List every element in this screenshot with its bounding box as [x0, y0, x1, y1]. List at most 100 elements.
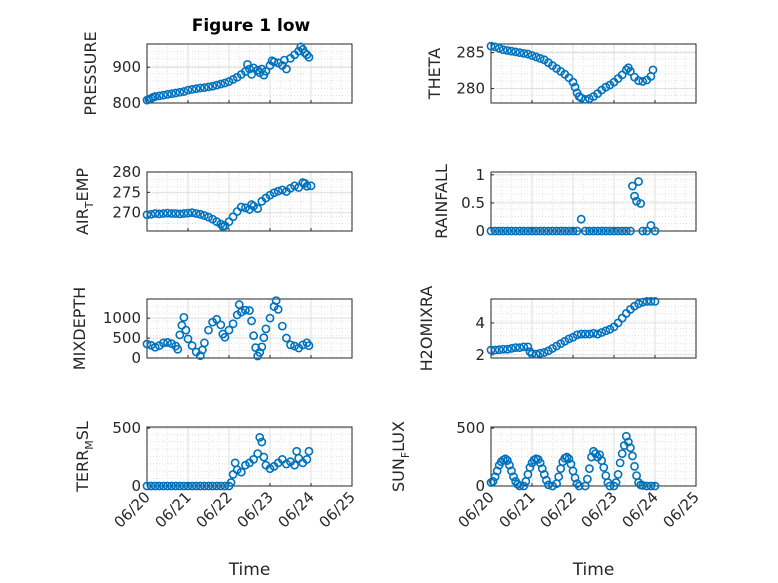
data-point: [613, 470, 623, 479]
data-point: [628, 451, 637, 461]
x-axis-label: Time: [572, 560, 615, 580]
data-point: [187, 341, 197, 351]
data-point: [257, 342, 267, 352]
axes-box: [146, 171, 353, 232]
data-point: [175, 87, 185, 97]
data-point: [199, 211, 209, 220]
data-point: [585, 464, 594, 474]
data-point: [630, 191, 639, 201]
y-tick-label: 280: [456, 80, 485, 98]
axes-box: [490, 298, 697, 359]
data-point: [216, 320, 226, 330]
data-point: [154, 209, 164, 219]
panel-theta: 280 285 THETA: [425, 41, 697, 104]
data-point: [199, 338, 209, 348]
axes-box: [490, 426, 697, 487]
data-point: [531, 226, 541, 236]
y-axis-label: AIRTEMP: [73, 168, 96, 235]
data-point: [290, 460, 299, 470]
data-point: [247, 200, 256, 209]
y-tick-label: 1000: [103, 309, 141, 327]
data-point: [150, 342, 160, 352]
data-point: [195, 209, 205, 219]
data-point: [523, 49, 533, 59]
y-axis-label: MIXDEPTH: [70, 287, 89, 370]
data-point: [580, 95, 590, 104]
data-point: [648, 65, 658, 75]
data-point: [523, 342, 533, 352]
y-tick-label: 500: [456, 419, 485, 437]
data-point: [158, 338, 168, 348]
data-point: [490, 42, 500, 52]
data-point: [273, 186, 283, 196]
axes-box: [490, 43, 697, 104]
data-point: [525, 463, 535, 472]
data-point: [179, 209, 189, 218]
data-point: [204, 82, 213, 92]
data-point: [486, 226, 496, 236]
data-point: [208, 81, 217, 91]
y-axis-label: PRESSURE: [81, 31, 100, 115]
y-axis-label: RAINFALL: [432, 164, 451, 239]
y-tick-label: 900: [112, 58, 141, 76]
data-point: [158, 90, 168, 100]
data-point: [642, 481, 652, 491]
data-point: [183, 481, 193, 491]
data-point: [502, 456, 512, 465]
data-point: [511, 226, 520, 236]
data-point: [212, 80, 222, 90]
data-point: [298, 340, 308, 350]
data-point: [515, 48, 525, 58]
data-point: [576, 329, 586, 339]
panel-rainfall: 0 0.5 1 RAINFALL: [432, 164, 697, 240]
data-point: [638, 297, 648, 307]
data-point: [234, 300, 244, 309]
y-tick-label: 0.5: [461, 194, 485, 212]
data-point: [498, 344, 508, 354]
data-point: [146, 340, 156, 350]
data-point: [494, 345, 504, 355]
data-point: [646, 296, 656, 306]
data-point: [269, 188, 279, 198]
data-point: [228, 319, 238, 329]
data-point: [245, 306, 254, 315]
data-point: [621, 226, 631, 236]
data-point: [257, 437, 267, 447]
data-point: [638, 226, 648, 236]
data-point: [650, 226, 660, 236]
data-point: [617, 449, 627, 459]
data-point: [191, 481, 201, 491]
data-point: [224, 325, 234, 335]
data-point: [601, 226, 611, 236]
data-point: [195, 481, 205, 491]
x-axis-label: Time: [228, 560, 271, 580]
data-point: [195, 83, 205, 93]
data-point: [286, 340, 295, 350]
data-point: [621, 65, 631, 75]
data-point: [179, 312, 189, 322]
data-point: [500, 454, 510, 464]
y-tick-label: 285: [456, 44, 485, 62]
data-point: [585, 226, 594, 236]
y-tick-label: 4: [475, 314, 485, 332]
data-point: [183, 208, 193, 218]
data-point: [535, 226, 545, 236]
data-point: [554, 472, 564, 482]
data-point: [628, 181, 637, 191]
data-point: [572, 479, 582, 489]
data-point: [171, 481, 181, 491]
data-point: [494, 226, 504, 236]
data-point: [265, 313, 275, 323]
data-point: [175, 209, 185, 219]
data-point: [626, 66, 635, 76]
data-point: [175, 330, 185, 340]
data-point: [634, 177, 643, 186]
data-point: [191, 84, 201, 94]
data-point: [580, 226, 590, 236]
data-point: [302, 181, 312, 191]
data-point: [281, 64, 291, 74]
data-point: [576, 214, 586, 224]
data-point: [589, 226, 598, 236]
data-point: [158, 481, 168, 491]
y-tick-label: 270: [112, 204, 141, 222]
